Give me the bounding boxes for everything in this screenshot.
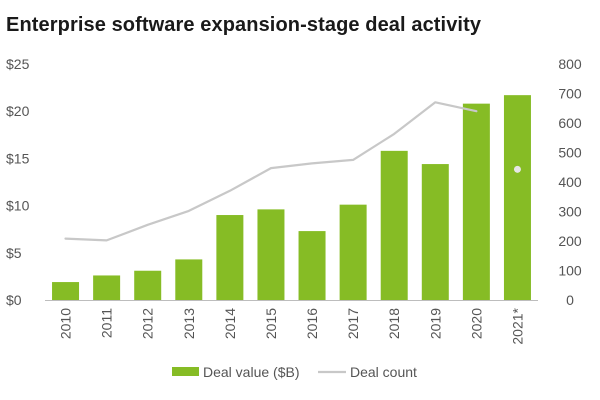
deal-value-bars — [52, 95, 531, 300]
left-axis-tick-label: $25 — [6, 56, 30, 72]
left-axis-tick-label: $5 — [6, 245, 22, 261]
bar-2011 — [93, 275, 121, 300]
x-axis-tick-label: 2020 — [468, 308, 484, 339]
x-axis-tick-label: 2017 — [345, 308, 361, 339]
right-axis-tick-label: 400 — [558, 174, 582, 190]
x-axis-tick-label: 2013 — [181, 308, 197, 339]
left-axis-tick-label: $15 — [6, 150, 30, 166]
right-axis-tick-label: 300 — [558, 204, 582, 220]
left-axis-tick-label: $10 — [6, 198, 30, 214]
chart-title: Enterprise software expansion-stage deal… — [6, 14, 482, 36]
legend: Deal value ($B) Deal count — [172, 364, 417, 380]
x-axis-tick-label: 2021* — [509, 307, 525, 344]
right-axis-tick-label: 800 — [558, 56, 582, 72]
x-axis-tick-label: 2012 — [140, 308, 156, 339]
legend-label-deal-value: Deal value ($B) — [203, 364, 300, 380]
left-axis-tick-label: $0 — [6, 292, 22, 308]
x-axis-tick-label: 2014 — [222, 308, 238, 339]
right-axis-tick-label: 600 — [558, 115, 582, 131]
bar-2017 — [339, 204, 367, 300]
deal-count-line — [64, 101, 478, 242]
right-axis-tick-label: 100 — [558, 263, 582, 279]
bar-2018 — [380, 150, 408, 300]
bar-2012 — [134, 270, 162, 300]
bar-2013 — [175, 259, 203, 300]
x-axis-tick-label: 2018 — [386, 308, 402, 339]
bar-2015 — [257, 209, 285, 300]
bar-2014 — [216, 215, 244, 300]
bar-2016 — [298, 231, 326, 300]
left-axis: $0 $5 $10 $15 $20 $25 — [6, 56, 30, 308]
legend-swatch-deal-value — [172, 367, 199, 376]
x-axis-tick-label: 2015 — [263, 308, 279, 339]
bar-2019 — [421, 164, 449, 300]
deal-count-point-2021 — [513, 165, 521, 173]
right-axis: 0 100 200 300 400 500 600 700 800 — [558, 56, 582, 308]
x-axis-tick-labels: 2010 2011 2012 2013 2014 2015 2016 2017 2018 2019… — [58, 307, 526, 344]
x-axis-tick-label: 2011 — [99, 308, 115, 338]
bar-2010 — [52, 282, 80, 300]
deal-count-series — [64, 101, 521, 242]
bar-2020 — [462, 103, 490, 300]
x-axis-tick-label: 2010 — [58, 308, 74, 339]
legend-label-deal-count: Deal count — [350, 364, 417, 380]
left-axis-tick-label: $20 — [6, 103, 30, 119]
bar-2021 — [503, 95, 531, 300]
right-axis-tick-label: 200 — [558, 233, 582, 249]
x-axis-tick-label: 2016 — [304, 308, 320, 339]
right-axis-tick-label: 0 — [566, 292, 574, 308]
x-axis-tick-label: 2019 — [427, 308, 443, 339]
right-axis-tick-label: 500 — [558, 145, 582, 161]
right-axis-tick-label: 700 — [558, 86, 582, 102]
